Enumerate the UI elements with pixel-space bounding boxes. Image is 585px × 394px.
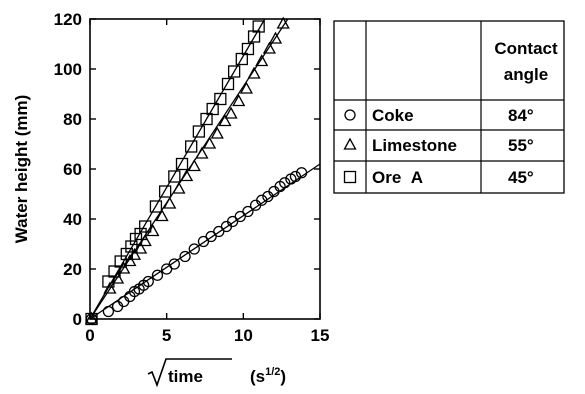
data-point-square xyxy=(120,247,133,261)
legend-contact-angle: 55° xyxy=(508,136,534,155)
data-point-square xyxy=(247,30,261,43)
data-point-square xyxy=(252,20,265,33)
data-point-triangle xyxy=(123,254,137,267)
data-point-triangle xyxy=(187,159,201,172)
legend-marker-triangle xyxy=(343,137,357,150)
sqrt-radical-icon xyxy=(147,358,232,388)
data-point-circle xyxy=(279,177,291,189)
data-point-circle xyxy=(179,250,191,263)
data-point-triangle xyxy=(155,209,169,222)
data-point-triangle xyxy=(210,126,224,139)
data-point-square xyxy=(175,157,189,171)
data-point-square xyxy=(85,312,98,326)
data-point-triangle xyxy=(195,146,209,159)
data-point-triangle xyxy=(103,281,117,294)
data-point-triangle xyxy=(180,169,194,182)
data-point-triangle xyxy=(111,271,125,284)
y-tick-label: 40 xyxy=(63,210,82,229)
data-point-triangle xyxy=(172,181,186,194)
data-point-triangle xyxy=(239,81,253,94)
data-point-square xyxy=(227,65,241,78)
data-point-square xyxy=(206,102,219,116)
data-point-triangle xyxy=(224,106,238,119)
fit-lines xyxy=(89,18,321,320)
y-tick-label: 80 xyxy=(63,110,82,129)
data-point-circle xyxy=(205,230,217,243)
y-axis-title: Water height (mm) xyxy=(12,95,31,244)
data-point-square xyxy=(158,185,172,198)
data-point-square xyxy=(168,170,181,183)
x-tick-label: 5 xyxy=(162,326,171,345)
y-tick-label: 100 xyxy=(54,60,82,79)
x-tick-label: 15 xyxy=(311,326,330,345)
plot-frame xyxy=(89,18,321,320)
data-point-circle xyxy=(168,258,180,270)
data-point-circle xyxy=(234,210,246,223)
data-point-triangle xyxy=(84,311,99,324)
data-point-circle xyxy=(197,235,210,248)
legend-frame xyxy=(333,20,565,194)
data-point-circle xyxy=(295,167,308,179)
data-point-circle xyxy=(111,300,124,313)
data-point-circle xyxy=(142,275,154,288)
data-point-circle xyxy=(256,194,268,206)
data-point-triangle xyxy=(203,136,217,149)
legend-rows: Coke 84° Limestone 55° Ore A 45° xyxy=(343,106,534,187)
data-point-square xyxy=(134,227,147,241)
data-point-square xyxy=(192,125,206,138)
data-point-triangle xyxy=(138,234,152,247)
y-tick-label: 20 xyxy=(63,260,82,279)
data-point-triangle xyxy=(276,16,290,29)
x-axis-unit: (s1/2) xyxy=(250,366,286,386)
x-axis-label: time xyxy=(168,367,203,386)
data-point-circle xyxy=(118,295,130,308)
legend-header-line-1: Contact xyxy=(494,39,558,58)
x-axis-title: time (s1/2) xyxy=(147,358,286,388)
data-point-triangle xyxy=(262,41,276,54)
data-point-square xyxy=(214,92,227,106)
data-point-triangle xyxy=(255,54,269,67)
data-point-square xyxy=(221,77,235,91)
axis-ticks: 0 5 10 15 0 20 40 60 80 100 120 xyxy=(54,10,330,345)
y-tick-label: 120 xyxy=(54,10,82,29)
legend-series-name: Limestone xyxy=(372,136,457,155)
data-point-square xyxy=(139,220,152,233)
x-tick-label: 10 xyxy=(234,326,253,345)
data-point-triangle xyxy=(134,241,148,254)
data-point-circle xyxy=(188,243,200,255)
x-tick-label: 0 xyxy=(85,326,94,345)
data-point-triangle xyxy=(268,31,283,44)
data-markers xyxy=(84,16,308,326)
data-point-circle xyxy=(161,263,173,275)
data-point-triangle xyxy=(163,196,177,209)
legend-table: Contact angle Coke 84° Limestone 55° Ore A 45… xyxy=(333,20,565,194)
data-point-square xyxy=(125,240,138,253)
data-point-triangle xyxy=(117,261,131,274)
legend-contact-angle: 84° xyxy=(508,106,534,125)
data-point-square xyxy=(241,42,255,56)
legend-series-name: Ore A xyxy=(372,168,423,187)
data-point-circle xyxy=(226,215,239,228)
data-point-circle xyxy=(213,225,225,238)
data-point-square xyxy=(149,200,163,213)
data-point-circle xyxy=(242,205,254,218)
data-point-circle xyxy=(102,305,115,318)
data-point-triangle xyxy=(247,66,261,79)
legend-marker-circle xyxy=(344,109,356,121)
legend-contact-angle: 45° xyxy=(508,168,534,187)
y-tick-label: 60 xyxy=(63,160,82,179)
legend-header-line-2: angle xyxy=(504,65,548,84)
data-point-triangle xyxy=(232,94,246,107)
y-tick-label: 0 xyxy=(73,310,82,329)
data-point-triangle xyxy=(218,114,232,127)
data-point-circle xyxy=(151,269,164,281)
plot-area xyxy=(89,18,321,320)
legend-series-name: Coke xyxy=(372,106,414,125)
data-point-circle xyxy=(289,170,302,183)
data-point-square xyxy=(185,140,198,153)
fit-line-circle xyxy=(89,163,321,320)
legend-marker-square xyxy=(343,170,357,184)
